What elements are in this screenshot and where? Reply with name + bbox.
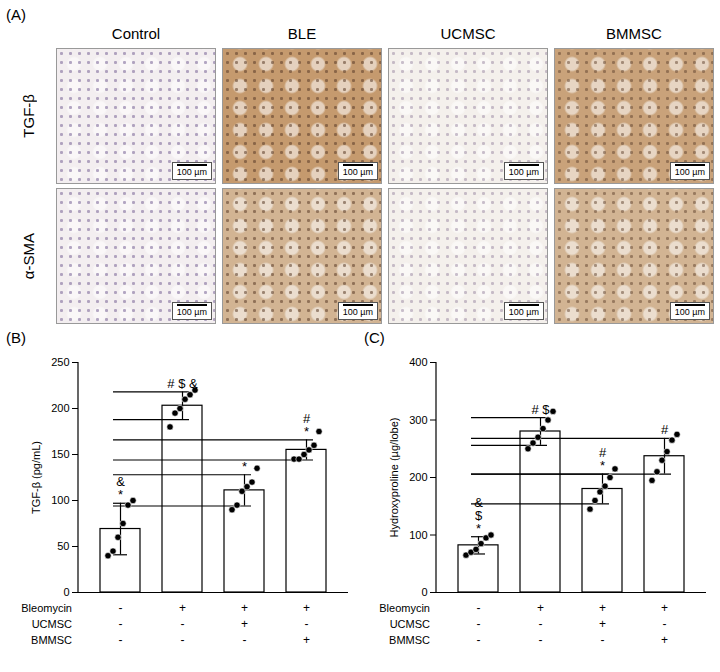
svg-text:&$*: &$*	[474, 495, 483, 536]
svg-text:UCMSC: UCMSC	[390, 618, 430, 630]
svg-text:-: -	[243, 633, 247, 647]
svg-text:+: +	[241, 601, 248, 615]
svg-text:-: -	[477, 633, 481, 647]
svg-text:100: 100	[51, 494, 69, 506]
svg-text:100: 100	[409, 529, 427, 541]
svg-text:&*: &*	[116, 474, 125, 502]
html-text:α-SMA: α-SMA	[19, 232, 37, 280]
svg-text:+: +	[599, 601, 606, 615]
html-text:100 µm: 100 µm	[508, 307, 539, 317]
svg-text:-: -	[181, 617, 185, 631]
svg-text:-: -	[539, 633, 543, 647]
svg-text:+: +	[661, 633, 668, 647]
svg-text:TGF-β (pg/mL): TGF-β (pg/mL)	[30, 441, 42, 514]
svg-text:200: 200	[51, 402, 69, 414]
html-text:BMMSC: BMMSC	[606, 25, 662, 42]
svg-text:+: +	[303, 601, 310, 615]
html-text:100 µm: 100 µm	[176, 307, 207, 317]
svg-text:400: 400	[409, 356, 427, 368]
svg-text:Hydroxyproline (µg/lobe): Hydroxyproline (µg/lobe)	[388, 417, 400, 537]
html-text:100 µm: 100 µm	[674, 167, 705, 177]
svg-text:Bleomycin: Bleomycin	[21, 602, 72, 614]
svg-text:UCMSC: UCMSC	[32, 618, 72, 630]
svg-text:#*: #*	[599, 445, 607, 473]
html-text:(C): (C)	[364, 329, 385, 346]
svg-text:+: +	[303, 633, 310, 647]
svg-text:BMMSC: BMMSC	[389, 634, 430, 646]
svg-text:-: -	[181, 633, 185, 647]
svg-text:+: +	[179, 601, 186, 615]
svg-text:*: *	[242, 459, 247, 474]
svg-text:-: -	[305, 617, 309, 631]
svg-text:300: 300	[409, 414, 427, 426]
svg-text:-: -	[119, 617, 123, 631]
html-text:100 µm: 100 µm	[176, 167, 207, 177]
svg-text:-: -	[601, 633, 605, 647]
html-text:Control: Control	[111, 25, 161, 42]
html-text:(B): (B)	[6, 329, 26, 346]
html-text:TGF-β: TGF-β	[19, 94, 37, 138]
svg-text:0: 0	[421, 586, 427, 598]
svg-text:#: #	[661, 422, 669, 437]
svg-text:-: -	[119, 633, 123, 647]
svg-text:+: +	[241, 617, 248, 631]
svg-text:Bleomycin: Bleomycin	[379, 602, 430, 614]
svg-text:50: 50	[57, 540, 69, 552]
svg-text:+: +	[661, 601, 668, 615]
svg-text:-: -	[477, 617, 481, 631]
html-text:BLE: BLE	[287, 25, 317, 42]
svg-text:200: 200	[409, 471, 427, 483]
html-text:100 µm: 100 µm	[674, 307, 705, 317]
svg-text:-: -	[477, 601, 481, 615]
svg-text:#*: #*	[303, 411, 311, 439]
svg-text:+: +	[537, 601, 544, 615]
svg-text:# $: # $	[531, 402, 550, 417]
html-text:(A): (A)	[6, 6, 26, 23]
svg-text:-: -	[663, 617, 667, 631]
html-text:UCMSC: UCMSC	[440, 25, 496, 42]
svg-text:BMMSC: BMMSC	[31, 634, 72, 646]
svg-text:150: 150	[51, 448, 69, 460]
svg-text:# $ &: # $ &	[167, 376, 198, 391]
html-text:100 µm: 100 µm	[508, 167, 539, 177]
html-text:100 µm: 100 µm	[342, 167, 373, 177]
svg-text:250: 250	[51, 356, 69, 368]
svg-text:0: 0	[63, 586, 69, 598]
svg-text:-: -	[539, 617, 543, 631]
svg-text:+: +	[599, 617, 606, 631]
html-text:100 µm: 100 µm	[342, 307, 373, 317]
svg-text:-: -	[119, 601, 123, 615]
